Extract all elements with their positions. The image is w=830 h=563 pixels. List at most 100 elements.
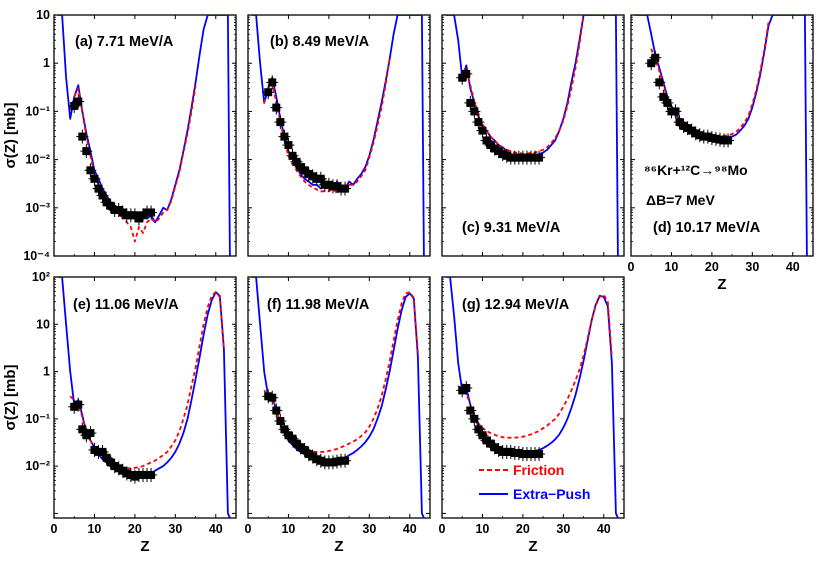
panel-b: (b) 8.49 MeV/A bbox=[247, 14, 431, 257]
y-tick-label: 10 bbox=[36, 8, 50, 22]
data-point bbox=[288, 151, 297, 160]
data-point bbox=[651, 53, 660, 62]
data-point bbox=[695, 131, 704, 140]
panel-b-frame bbox=[247, 14, 431, 257]
data-point bbox=[494, 445, 503, 454]
data-point bbox=[126, 470, 135, 479]
data-point bbox=[466, 406, 475, 415]
data-point bbox=[308, 452, 317, 461]
panel-b-plot-area bbox=[252, 15, 425, 256]
data-point bbox=[663, 98, 672, 107]
data-point bbox=[312, 455, 321, 464]
y-tick-label: 10⁻² bbox=[25, 459, 50, 473]
data-point bbox=[715, 135, 724, 144]
x-tick-label: 30 bbox=[168, 522, 182, 536]
data-point bbox=[462, 383, 471, 392]
x-tick-label: 20 bbox=[322, 522, 336, 536]
data-point bbox=[535, 450, 544, 459]
panel-c-plot-area bbox=[446, 15, 619, 256]
friction-line bbox=[73, 85, 197, 243]
data-point bbox=[130, 211, 139, 220]
panel-d-frame bbox=[630, 14, 814, 257]
data-point bbox=[341, 456, 350, 465]
panel-title: (a) 7.71 MeV/A bbox=[75, 34, 174, 50]
x-tick-label: 40 bbox=[403, 522, 417, 536]
y-tick-label: 10⁻² bbox=[25, 153, 50, 167]
panel-title: (g) 12.94 MeV/A bbox=[462, 297, 570, 313]
data-point bbox=[70, 402, 79, 411]
data-point bbox=[671, 107, 680, 116]
data-point bbox=[308, 172, 317, 181]
data-point bbox=[74, 400, 83, 409]
data-point bbox=[474, 425, 483, 434]
data-point bbox=[478, 431, 487, 440]
data-point bbox=[494, 147, 503, 156]
data-point bbox=[679, 121, 688, 130]
data-point bbox=[296, 163, 305, 172]
x-tick-label: 0 bbox=[628, 260, 635, 274]
panel-g-frame bbox=[441, 276, 625, 519]
y-tick-label: 10² bbox=[32, 270, 50, 284]
x-tick-label: 10 bbox=[664, 260, 678, 274]
data-point bbox=[280, 132, 289, 141]
data-point bbox=[292, 439, 301, 448]
data-point bbox=[647, 59, 656, 68]
data-point bbox=[486, 141, 495, 150]
panel-title: (f) 11.98 MeV/A bbox=[267, 297, 370, 313]
y-tick-label: 10⁻¹ bbox=[25, 104, 50, 118]
y-tick-label: 10⁻¹ bbox=[25, 412, 50, 426]
data-point bbox=[130, 472, 139, 481]
data-point bbox=[490, 443, 499, 452]
data-point bbox=[466, 98, 475, 107]
x-tick-label: 40 bbox=[209, 522, 223, 536]
data-point bbox=[462, 69, 471, 78]
data-point bbox=[724, 136, 733, 145]
data-point bbox=[470, 414, 479, 423]
data-point bbox=[458, 73, 467, 82]
x-tick-label: 0 bbox=[245, 522, 252, 536]
data-point bbox=[82, 431, 91, 440]
data-point bbox=[264, 392, 273, 401]
data-point bbox=[118, 466, 127, 475]
friction-line bbox=[457, 293, 613, 439]
x-tick-label: 30 bbox=[362, 522, 376, 536]
data-point bbox=[703, 132, 712, 141]
data-point bbox=[82, 147, 91, 156]
y-tick-label: 1 bbox=[43, 56, 50, 70]
x-tick-label: 10 bbox=[281, 522, 295, 536]
panel-c: (c) 9.31 MeV/A bbox=[441, 14, 625, 257]
panel-d: 0 10 20 30 40 Z (d) 10.17 MeV/A bbox=[628, 14, 814, 293]
panel-e: 10² 10 1 10⁻¹ 10⁻² 0 10 20 30 40 Zσ(Z) [mb] (e) 11.… bbox=[2, 270, 237, 555]
data-point bbox=[316, 456, 325, 465]
panel-a-plot-area bbox=[58, 15, 231, 256]
data-point bbox=[324, 180, 333, 189]
data-point bbox=[284, 141, 293, 150]
data-point bbox=[474, 118, 483, 127]
data-point bbox=[114, 464, 123, 473]
data-point bbox=[341, 184, 350, 193]
data-point bbox=[458, 386, 467, 395]
data-point bbox=[683, 124, 692, 133]
data-point bbox=[675, 118, 684, 127]
data-point bbox=[86, 429, 95, 438]
data-point bbox=[304, 450, 313, 459]
x-tick-label: 30 bbox=[556, 522, 570, 536]
panel-e-plot-area bbox=[58, 277, 231, 518]
x-tick-label: 20 bbox=[705, 260, 719, 274]
data-point bbox=[687, 126, 696, 135]
reaction-annotation: ⁸⁶Kr+¹²C→⁹⁸Mo bbox=[644, 162, 748, 178]
data-point bbox=[122, 469, 131, 478]
data-point bbox=[486, 439, 495, 448]
x-tick-label: 30 bbox=[745, 260, 759, 274]
data-point bbox=[292, 157, 301, 166]
data-point bbox=[272, 406, 281, 415]
data-point bbox=[498, 150, 507, 159]
y-tick-label: 10⁻⁴ bbox=[23, 249, 50, 263]
data-point bbox=[147, 470, 156, 479]
x-tick-label: 20 bbox=[516, 522, 530, 536]
data-point bbox=[90, 445, 99, 454]
data-point bbox=[514, 448, 523, 457]
data-point bbox=[300, 445, 309, 454]
data-point bbox=[272, 103, 281, 112]
